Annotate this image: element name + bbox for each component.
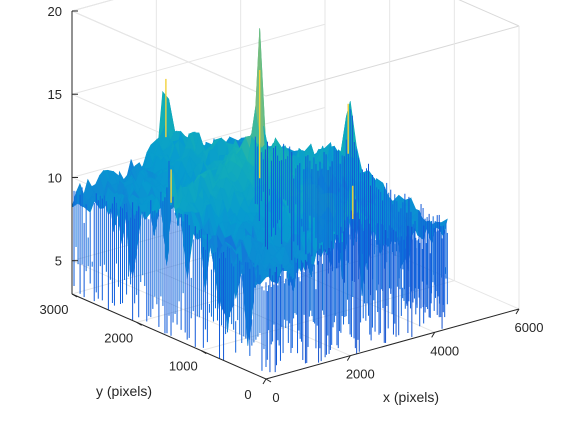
x-axis-label: x (pixels) [383,389,439,405]
y-axis-label: y (pixels) [96,383,152,399]
tick-marks [71,10,520,385]
grid-line-z [71,0,114,12]
x-tick-label: 6000 [515,320,544,335]
grid-line-z [71,23,326,95]
x-axis-line [265,308,520,380]
y-tick [201,350,207,355]
box-edge [265,25,520,97]
y-tick [136,321,142,326]
y-tick-label: 0 [244,387,251,402]
box-edge [458,0,520,27]
axes-box-front [71,11,520,380]
y-tick [71,293,78,298]
surface [71,28,448,373]
z-tick-label: 10 [48,171,62,186]
tick-labels: 0 2000 4000 6000 0 1000 2000 3000 5 10 15 20 [40,4,544,405]
grid-line-x [156,270,351,357]
grid-line-z [71,10,267,97]
x-tick-label: 4000 [430,343,459,358]
y-tick-label: 3000 [40,302,69,317]
z-tick-label: 15 [48,87,62,102]
x-tick [262,378,267,385]
y-tick-label: 2000 [104,330,133,345]
y-tick [265,378,272,383]
y-tick-label: 1000 [169,359,198,374]
x-tick [346,355,351,361]
x-tick-label: 2000 [346,367,375,382]
x-tick [515,308,520,315]
x-tick-label: 0 [272,390,279,405]
z-tick-label: 20 [48,4,62,19]
x-tick [431,332,436,338]
y-axis-line [71,293,267,380]
box-edge [71,0,114,12]
z-tick-label: 5 [55,254,62,269]
